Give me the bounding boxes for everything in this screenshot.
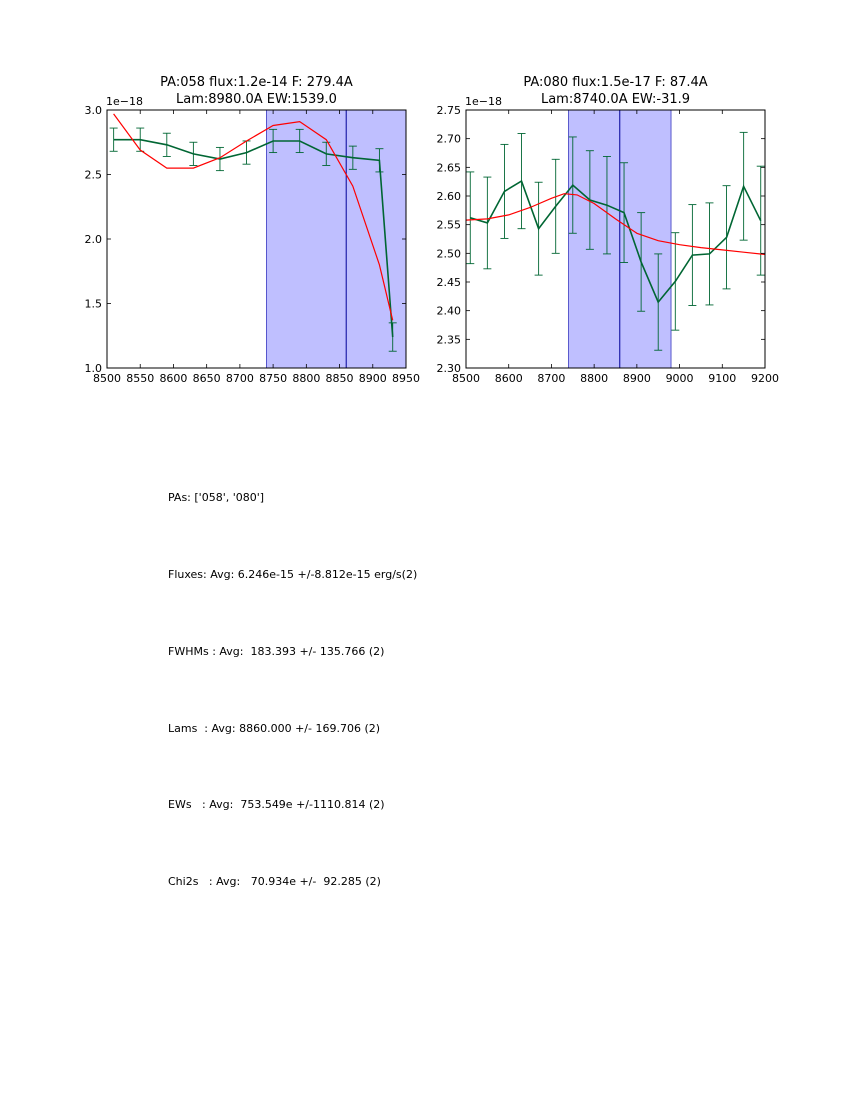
x-tick-label: 8600 [495, 372, 523, 385]
series-line-data [113, 138, 394, 338]
x-tick-label: 9000 [666, 372, 694, 385]
shaded-region [266, 110, 406, 368]
series-line-data [470, 179, 762, 304]
x-tick-label: 8700 [537, 372, 565, 385]
x-tick-label: 8700 [226, 372, 254, 385]
summary-fluxes: Fluxes: Avg: 6.246e-15 +/-8.812e-15 erg/… [168, 567, 418, 581]
plot-area [466, 110, 765, 368]
x-tick-label: 9200 [751, 372, 779, 385]
y-tick-label: 2.50 [437, 247, 462, 260]
y-offset-label: 1e−18 [465, 95, 502, 108]
plot-area [109, 110, 406, 368]
x-tick-label: 8500 [452, 372, 480, 385]
summary-pas: PAs: ['058', '080'] [168, 491, 265, 505]
chart-panel-left: 8500 8550 8600 8650 8700 8750 8800 8850 8900 8950… [85, 75, 421, 385]
y-tick-label: 2.0 [85, 233, 103, 246]
summary-fwhms: FWHMs : Avg: 183.393 +/- 135.766 (2) [168, 644, 385, 658]
x-tick-label: 8550 [126, 372, 154, 385]
x-tick-label: 8900 [359, 372, 387, 385]
series-line-fit [466, 193, 765, 256]
chart-panel-right: 8500 8600 8700 8800 8900 9000 9100 9200 2.30 2.35… [437, 75, 780, 385]
summary-chi2s: Chi2s : Avg: 70.934e +/- 92.285 (2) [168, 875, 381, 889]
x-tick-label: 8600 [159, 372, 187, 385]
y-tick-label: 2.70 [437, 133, 462, 146]
plot-frame [465, 109, 766, 369]
x-tick-label: 9100 [708, 372, 736, 385]
x-tick-label: 8800 [580, 372, 608, 385]
y-tick-label: 2.75 [437, 104, 462, 117]
summary-ews: EWs : Avg: 753.549e +/-1110.814 (2) [168, 798, 385, 812]
x-tick-label: 8500 [93, 372, 121, 385]
y-tick-label: 3.0 [85, 104, 103, 117]
summary-block: PAs: ['058', '080'] Fluxes: Avg: 6.246e-… [168, 434, 417, 920]
y-tick-label: 2.35 [437, 333, 462, 346]
y-tick-label: 2.65 [437, 161, 462, 174]
x-tick-label: 8900 [623, 372, 651, 385]
y-tick-label: 2.60 [437, 190, 462, 203]
y-offset-label: 1e−18 [106, 95, 143, 108]
y-tick-label: 2.5 [85, 169, 103, 182]
x-tick-label: 8650 [193, 372, 221, 385]
y-tick-label: 2.40 [437, 305, 462, 318]
x-tick-label: 8850 [326, 372, 354, 385]
chart-subtitle: Lam:8980.0A EW:1539.0 [176, 92, 337, 107]
summary-lams: Lams : Avg: 8860.000 +/- 169.706 (2) [168, 721, 381, 735]
chart-subtitle: Lam:8740.0A EW:-31.9 [541, 92, 690, 107]
x-tick-label: 8950 [392, 372, 420, 385]
x-tick-label: 8800 [292, 372, 320, 385]
chart-title: PA:058 flux:1.2e-14 F: 279.4A [160, 75, 353, 90]
series-line-fit [113, 113, 394, 321]
y-tick-label: 1.5 [85, 298, 103, 311]
x-tick-label: 8750 [259, 372, 287, 385]
y-tick-label: 1.0 [85, 362, 103, 375]
y-tick-label: 2.45 [437, 276, 462, 289]
y-tick-label: 2.30 [437, 362, 462, 375]
chart-title: PA:080 flux:1.5e-17 F: 87.4A [523, 75, 707, 90]
y-tick-label: 2.55 [437, 219, 462, 232]
